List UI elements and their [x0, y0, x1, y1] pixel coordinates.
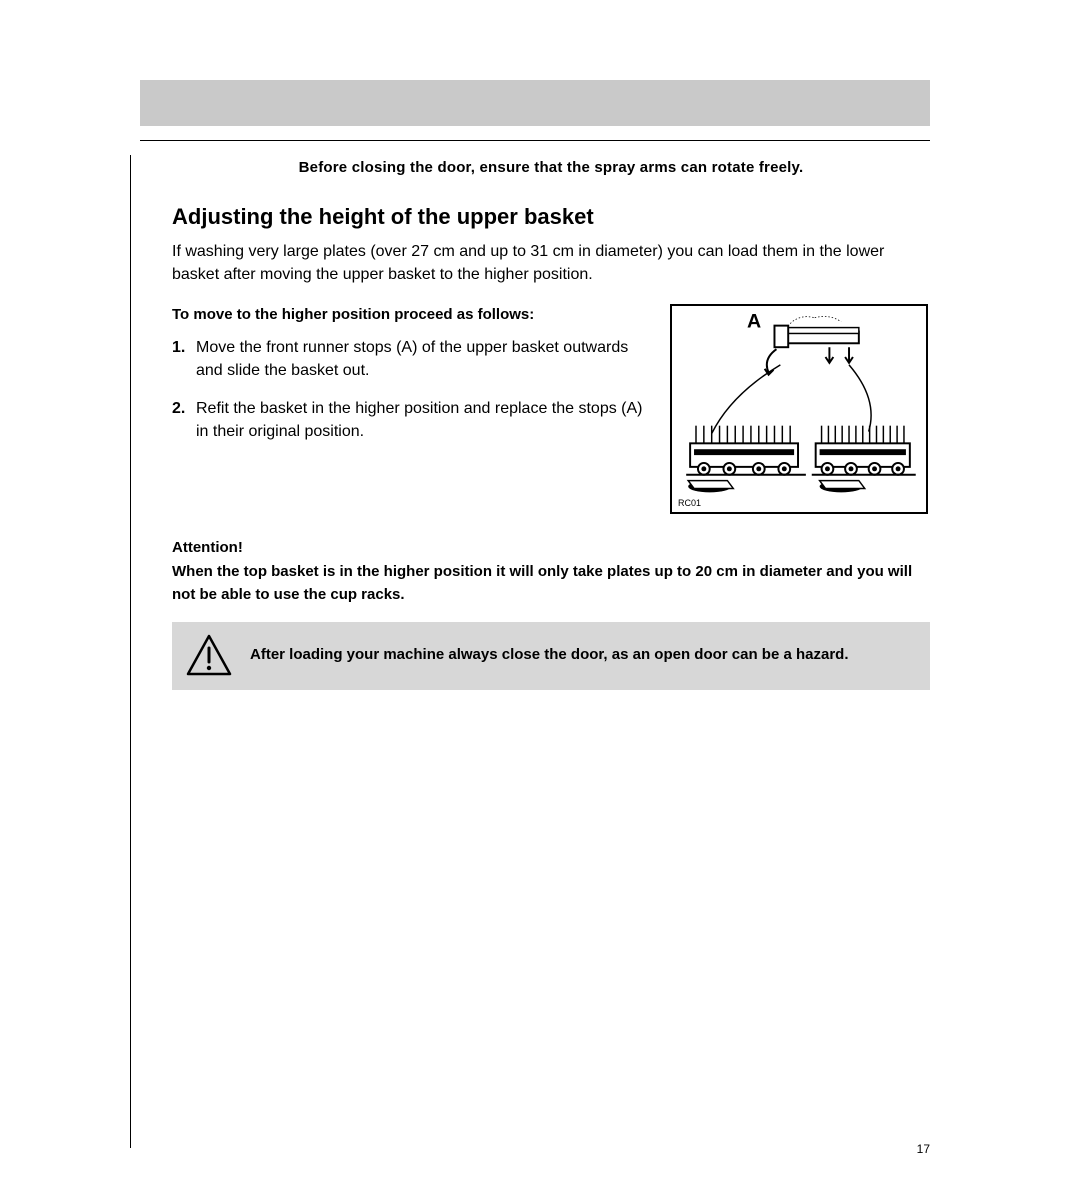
figure-box: A	[670, 304, 928, 514]
top-note: Before closing the door, ensure that the…	[182, 159, 920, 176]
step-number: 1.	[172, 336, 185, 359]
attention-body: When the top basket is in the higher pos…	[172, 560, 930, 607]
basket-diagram-icon: A	[672, 306, 926, 512]
steps-list: 1. Move the front runner stops (A) of th…	[172, 336, 650, 443]
procedure-heading: To move to the higher position proceed a…	[172, 304, 650, 326]
figure-column: A	[670, 304, 930, 514]
figure-caption: RC01	[678, 498, 701, 508]
step-item: 2. Refit the basket in the higher positi…	[172, 397, 650, 443]
warning-triangle-icon	[186, 634, 232, 676]
intro-paragraph: If washing very large plates (over 27 cm…	[172, 240, 930, 286]
page-number: 17	[917, 1142, 930, 1156]
header-bar	[140, 80, 930, 126]
svg-text:A: A	[747, 311, 761, 333]
step-text: Refit the basket in the higher position …	[196, 400, 642, 440]
attention-title: Attention!	[172, 536, 930, 559]
step-number: 2.	[172, 397, 185, 420]
section-heading: Adjusting the height of the upper basket	[172, 204, 930, 230]
step-item: 1. Move the front runner stops (A) of th…	[172, 336, 650, 382]
left-margin-rule	[130, 155, 131, 1148]
manual-page: Before closing the door, ensure that the…	[0, 0, 1080, 1188]
page-content: Before closing the door, ensure that the…	[172, 159, 930, 690]
separator-line	[140, 140, 930, 141]
step-text: Move the front runner stops (A) of the u…	[196, 339, 628, 379]
instructions-text: To move to the higher position proceed a…	[172, 304, 650, 457]
hazard-warning-box: After loading your machine always close …	[172, 622, 930, 690]
instructions-row: To move to the higher position proceed a…	[172, 304, 930, 514]
attention-block: Attention! When the top basket is in the…	[172, 536, 930, 606]
hazard-text: After loading your machine always close …	[250, 644, 848, 667]
